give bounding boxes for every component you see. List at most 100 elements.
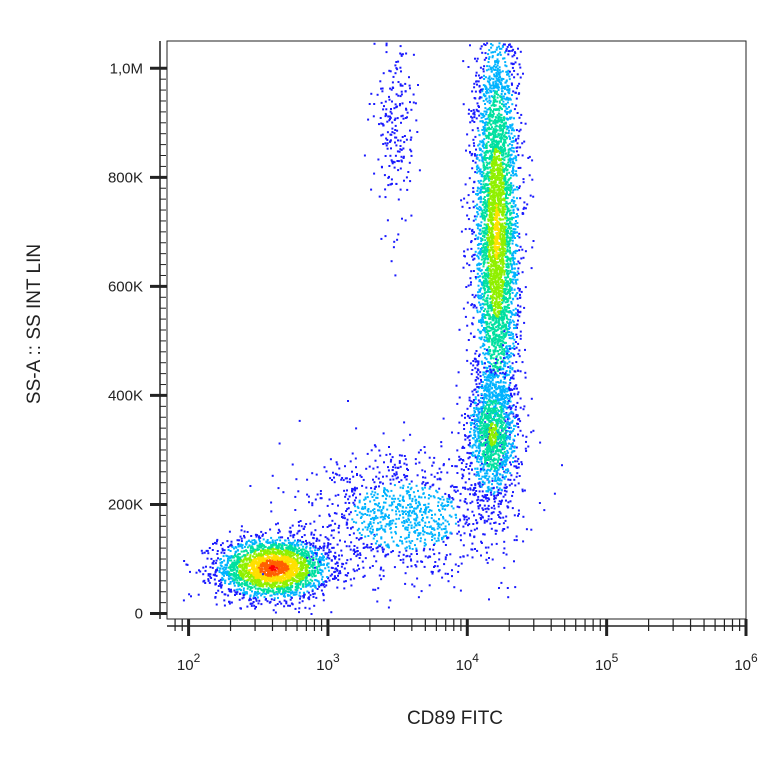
event-dot	[504, 279, 507, 282]
event-dot	[273, 555, 276, 557]
event-dot	[304, 556, 307, 559]
event-dot	[494, 228, 497, 231]
event-dot	[507, 264, 510, 267]
event-dot	[485, 161, 488, 164]
event-dot	[481, 239, 484, 241]
event-dot	[299, 579, 301, 582]
event-dot	[256, 584, 259, 587]
event-dot	[499, 255, 502, 258]
event-dot	[505, 163, 508, 166]
event-dot	[343, 587, 346, 590]
event-dot	[245, 579, 248, 582]
event-dot	[307, 581, 310, 584]
event-dot	[490, 240, 493, 242]
event-dot	[498, 71, 501, 74]
event-dot	[221, 576, 224, 579]
event-dot	[242, 596, 245, 599]
event-dot	[223, 574, 225, 577]
event-dot	[249, 554, 252, 557]
event-dot	[287, 539, 290, 542]
event-dot	[265, 577, 268, 580]
event-dot	[285, 581, 288, 584]
event-dot	[333, 577, 336, 580]
event-dot	[517, 433, 519, 436]
event-dot	[288, 550, 291, 553]
event-dot	[262, 570, 265, 573]
event-dot	[333, 576, 336, 579]
event-dot	[287, 550, 290, 553]
event-dot	[472, 187, 475, 190]
event-dot	[506, 70, 509, 73]
event-dot	[254, 582, 257, 585]
event-dot	[236, 560, 239, 563]
event-dot	[491, 419, 494, 422]
event-dot	[227, 546, 230, 548]
event-dot	[481, 314, 484, 317]
event-dot	[308, 569, 311, 572]
event-dot	[517, 304, 519, 307]
event-dot	[270, 565, 273, 568]
event-dot	[505, 553, 508, 556]
event-dot	[212, 573, 215, 576]
event-dot	[273, 592, 276, 594]
event-dot	[293, 591, 296, 594]
event-dot	[496, 188, 499, 191]
event-dot	[475, 60, 478, 63]
event-dot	[481, 185, 484, 188]
event-dot	[497, 89, 500, 91]
event-dot	[320, 563, 323, 566]
event-dot	[512, 223, 515, 226]
event-dot	[257, 564, 260, 567]
event-dot	[235, 592, 238, 595]
event-dot	[268, 585, 271, 587]
event-dot	[335, 567, 338, 570]
event-dot	[510, 300, 513, 303]
event-dot	[468, 396, 471, 399]
event-dot	[246, 531, 249, 533]
event-dot	[285, 600, 288, 603]
event-dot	[247, 576, 250, 579]
event-dot	[312, 553, 315, 556]
event-dot	[253, 593, 256, 596]
event-dot	[229, 590, 232, 593]
event-dot	[483, 121, 486, 124]
event-dot	[505, 288, 508, 291]
event-dot	[486, 123, 489, 126]
event-dot	[483, 191, 485, 194]
event-dot	[496, 361, 498, 364]
event-dot	[515, 138, 517, 141]
event-dot	[258, 566, 261, 569]
event-dot	[226, 540, 229, 543]
event-dot	[224, 570, 227, 573]
event-dot	[483, 234, 486, 237]
event-dot	[327, 543, 330, 546]
event-dot	[209, 573, 212, 576]
event-dot	[491, 186, 493, 189]
event-dot	[216, 566, 219, 569]
event-dot	[483, 74, 485, 77]
event-dot	[322, 594, 325, 597]
event-dot	[507, 283, 510, 286]
event-dot	[502, 138, 505, 141]
event-dot	[304, 583, 307, 586]
event-dot	[483, 375, 486, 378]
event-dot	[498, 154, 500, 157]
event-dot	[273, 597, 276, 600]
event-dot	[499, 356, 502, 359]
event-dot	[496, 220, 499, 223]
event-dot	[488, 371, 491, 374]
event-dot	[509, 157, 512, 160]
event-dot	[485, 56, 488, 59]
event-dot	[257, 552, 260, 555]
event-dot	[269, 548, 272, 551]
event-dot	[487, 307, 490, 310]
event-dot	[475, 74, 477, 77]
event-dot	[234, 562, 237, 565]
event-dot	[258, 560, 261, 563]
event-dot	[484, 178, 487, 181]
event-dot	[277, 572, 280, 575]
event-dot	[299, 568, 302, 571]
event-dot	[319, 568, 321, 571]
event-dot	[256, 544, 259, 547]
event-dot	[261, 557, 264, 560]
